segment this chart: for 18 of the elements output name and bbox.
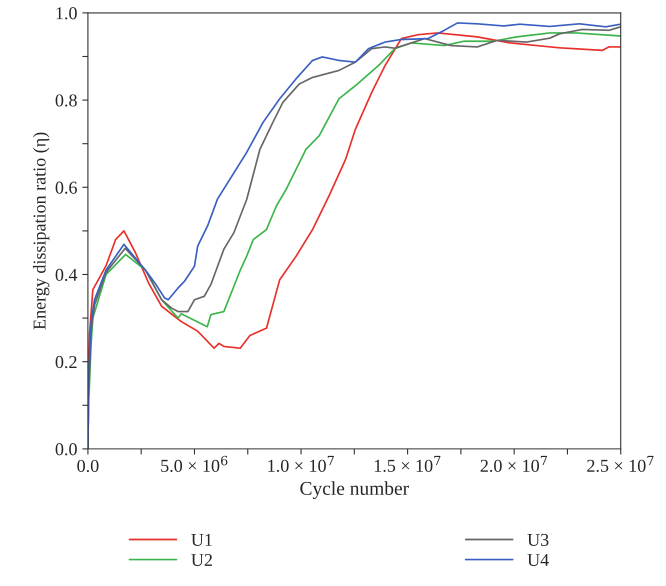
x-axis-title: Cycle number	[300, 481, 409, 499]
y-tick-label: 0.0	[56, 443, 77, 456]
y-tick-label: 0.6	[56, 182, 77, 194]
x-tick-label: 2.0 × 10$^{7}$	[480, 456, 547, 472]
y-tick-label: 0.2	[56, 356, 76, 368]
legend-label: U3	[527, 534, 548, 546]
x-tick-label: 2.5 × 10$^{7}$	[587, 456, 654, 472]
y-tick-label: 0.4	[56, 268, 78, 282]
y-axis-title: Energy dissipation ratio (η)	[32, 132, 50, 330]
x-tick-label: 1.0 × 10$^{7}$	[268, 456, 334, 472]
y-tick-label: 1.0	[56, 7, 77, 20]
x-tick-label: 5.0 × 10$^{6}$	[161, 456, 228, 472]
x-tick-label: 1.5 × 10$^{7}$	[374, 456, 440, 472]
legend-label: U2	[191, 554, 212, 566]
y-tick-label: 0.8	[56, 94, 77, 107]
x-tick-label: 0.0	[77, 460, 99, 472]
legend-label: U1	[191, 534, 212, 546]
legend-label: U4	[527, 554, 549, 566]
